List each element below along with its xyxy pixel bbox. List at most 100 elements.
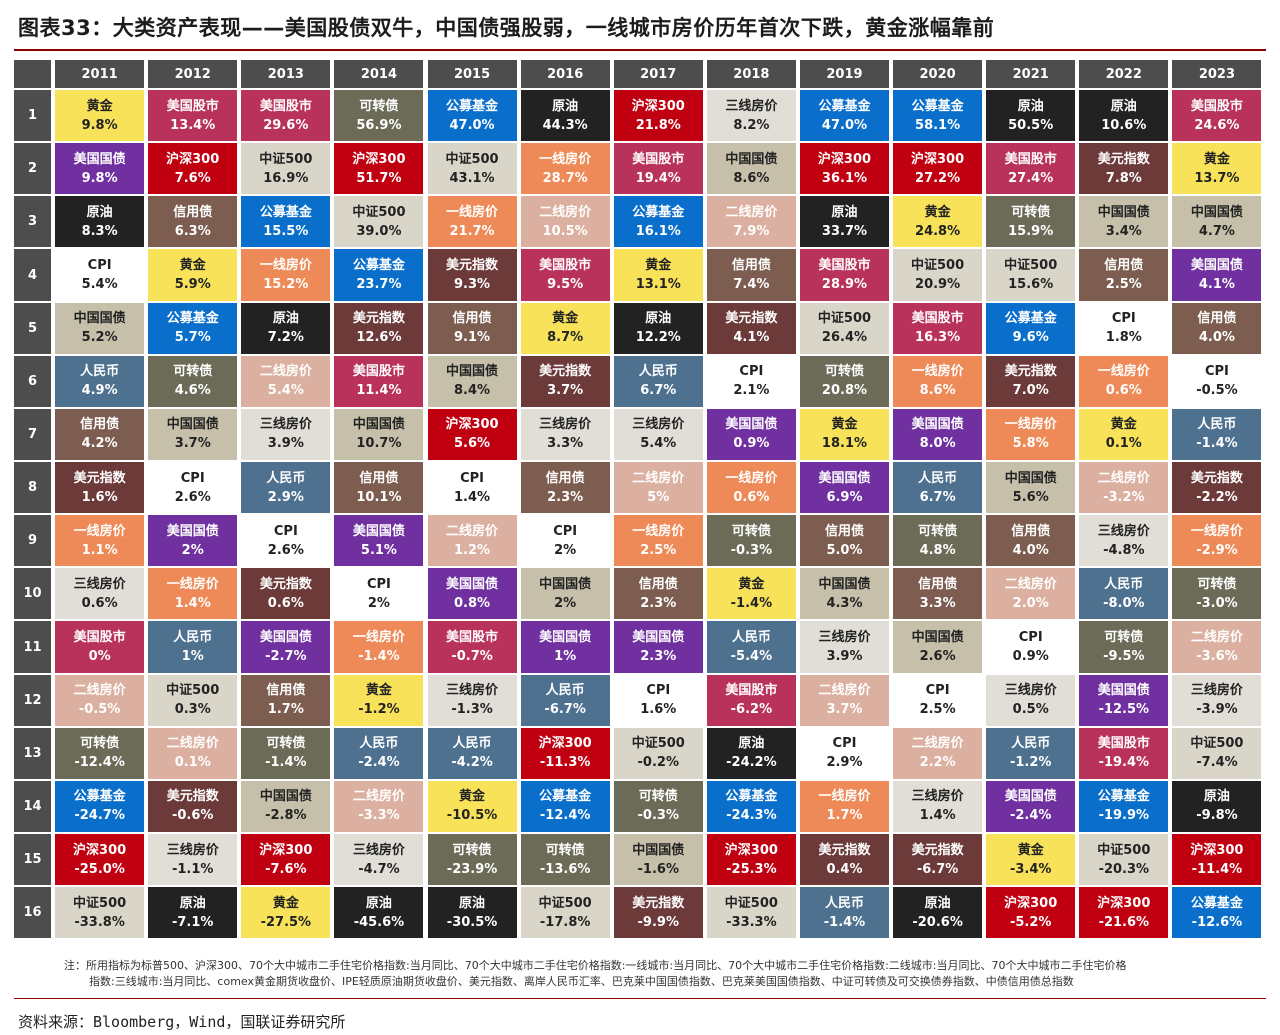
- asset-name: 黄金: [924, 204, 951, 220]
- asset-cell: 沪深300 7.6%: [148, 143, 238, 195]
- asset-cell: 美元指数 -2.2%: [1172, 462, 1262, 514]
- asset-cell: CPI 2.5%: [893, 674, 983, 726]
- asset-cell: 二线房价 -3.6%: [1172, 621, 1262, 673]
- asset-return: 6.7%: [640, 383, 677, 399]
- year-header: 2012: [148, 60, 238, 88]
- asset-name: 信用债: [918, 576, 958, 592]
- asset-cell: 美国股市 27.4%: [986, 143, 1076, 195]
- asset-return: 2.1%: [733, 383, 770, 399]
- asset-name: 美国股市: [911, 311, 964, 327]
- rank-label: 2: [14, 143, 51, 195]
- asset-return: -33.8%: [74, 914, 125, 930]
- asset-name: 原油: [831, 204, 858, 220]
- asset-name: 公募基金: [911, 98, 964, 114]
- asset-return: 5.4%: [81, 277, 118, 293]
- asset-name: 中证500: [1190, 736, 1244, 752]
- asset-name: 公募基金: [725, 789, 778, 805]
- asset-return: 2.6%: [174, 489, 211, 505]
- asset-name: 原油: [738, 736, 765, 752]
- asset-cell: 公募基金 9.6%: [986, 302, 1076, 354]
- asset-cell: 美元指数 7.8%: [1079, 143, 1169, 195]
- asset-cell: 中国国债 2.6%: [893, 621, 983, 673]
- asset-name: 二线房价: [725, 204, 778, 220]
- asset-return: -1.4%: [1196, 436, 1238, 452]
- asset-cell: 可转债 -9.5%: [1079, 621, 1169, 673]
- asset-return: 5.4%: [640, 436, 677, 452]
- asset-name: 可转债: [1011, 204, 1051, 220]
- asset-return: -0.5%: [78, 702, 121, 718]
- asset-cell: 公募基金 15.5%: [241, 196, 331, 248]
- asset-cell: 黄金 13.1%: [613, 249, 703, 301]
- asset-name: 三线房价: [1097, 523, 1150, 539]
- asset-name: 美国股市: [446, 630, 499, 645]
- asset-return: 44.3%: [542, 117, 588, 133]
- asset-name: 中国国债: [725, 151, 778, 167]
- asset-return: 13.4%: [170, 117, 216, 133]
- asset-cell: 中证500 20.9%: [893, 249, 983, 301]
- asset-cell: 公募基金 16.1%: [613, 196, 703, 248]
- asset-name: CPI: [832, 736, 857, 752]
- asset-name: 黄金: [645, 258, 672, 274]
- asset-name: 公募基金: [73, 789, 126, 805]
- asset-name: 中国国债: [446, 364, 499, 380]
- asset-return: 1.4%: [174, 595, 211, 611]
- asset-cell: 可转债 15.9%: [986, 196, 1076, 248]
- asset-return: -12.4%: [539, 808, 591, 824]
- asset-name: 原油: [645, 311, 672, 327]
- asset-return: -20.6%: [912, 914, 963, 930]
- asset-cell: 一线房价 -2.9%: [1172, 515, 1262, 567]
- asset-return: 2.0%: [1012, 595, 1049, 611]
- asset-return: 3.7%: [174, 436, 211, 452]
- asset-name: 三线房价: [818, 630, 871, 645]
- asset-return: -7.4%: [1196, 755, 1238, 771]
- asset-name: 信用债: [1197, 311, 1237, 327]
- asset-cell: 信用债 9.1%: [427, 302, 517, 354]
- asset-return: 2%: [367, 595, 390, 611]
- asset-name: 中证500: [352, 204, 406, 220]
- asset-cell: 一线房价 0.6%: [1079, 355, 1169, 407]
- asset-cell: 二线房价 0.1%: [148, 727, 238, 779]
- asset-name: 三线房价: [725, 98, 778, 114]
- asset-name: 美元指数: [911, 842, 964, 858]
- asset-name: 美国股市: [352, 364, 405, 380]
- asset-name: 一线房价: [632, 523, 685, 539]
- asset-name: 原油: [1203, 789, 1230, 805]
- asset-name: 沪深300: [817, 151, 872, 167]
- asset-name: 公募基金: [1097, 789, 1150, 805]
- asset-name: 三线房价: [73, 576, 126, 592]
- asset-cell: CPI 2%: [520, 515, 610, 567]
- asset-name: 三线房价: [352, 842, 405, 858]
- asset-name: 二线房价: [259, 364, 312, 380]
- asset-cell: 信用债 2.3%: [613, 568, 703, 620]
- asset-return: -0.3%: [730, 542, 773, 558]
- asset-return: 5.8%: [1012, 436, 1049, 452]
- asset-return: -19.4%: [1098, 755, 1150, 771]
- asset-name: 美国国债: [911, 417, 964, 433]
- asset-return: -2.2%: [1196, 489, 1238, 505]
- asset-cell: 人民币 1%: [148, 621, 238, 673]
- asset-return: 1.2%: [454, 542, 491, 558]
- rank-label: 4: [14, 249, 51, 301]
- asset-cell: 一线房价 1.1%: [55, 515, 145, 567]
- asset-cell: CPI 2%: [334, 568, 424, 620]
- asset-name: 美国股市: [632, 151, 685, 167]
- asset-name: 黄金: [738, 576, 765, 592]
- asset-name: 中国国债: [73, 311, 126, 327]
- asset-return: -6.2%: [730, 702, 773, 718]
- asset-return: 51.7%: [356, 170, 402, 186]
- asset-cell: 信用债 7.4%: [706, 249, 796, 301]
- asset-name: 美国股市: [1097, 736, 1150, 752]
- asset-name: 一线房价: [259, 258, 312, 274]
- asset-return: 2.9%: [826, 755, 863, 771]
- asset-return: -19.9%: [1098, 808, 1150, 824]
- asset-name: 可转债: [1197, 576, 1237, 592]
- asset-cell: 美国股市 29.6%: [241, 90, 331, 142]
- asset-name: 沪深300: [1004, 895, 1058, 911]
- asset-return: 2.6%: [919, 649, 956, 664]
- asset-return: -33.3%: [726, 914, 777, 930]
- asset-cell: CPI -0.5%: [1172, 355, 1262, 407]
- year-header: 2017: [613, 60, 703, 88]
- asset-return: 12.2%: [635, 330, 681, 346]
- asset-name: 二线房价: [73, 683, 126, 699]
- asset-cell: 中证500 0.3%: [148, 674, 238, 726]
